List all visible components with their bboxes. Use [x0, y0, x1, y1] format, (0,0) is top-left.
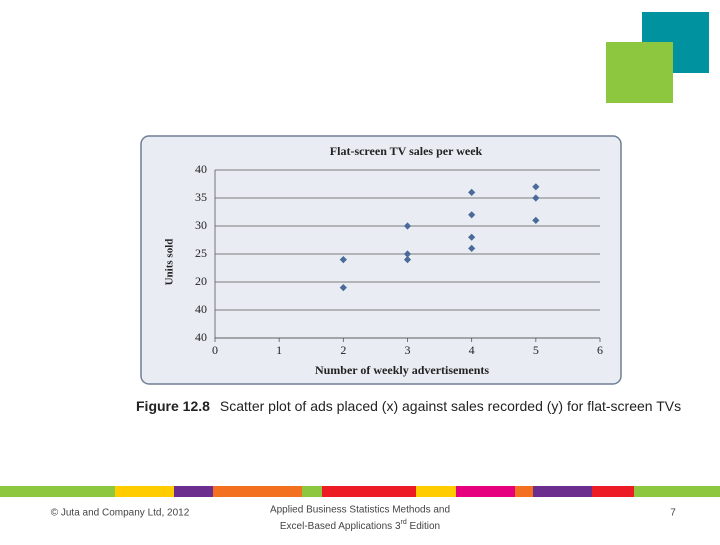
point — [532, 216, 540, 224]
point — [468, 211, 476, 219]
point — [468, 244, 476, 252]
bar-segment — [533, 486, 592, 497]
bar-segment — [592, 486, 634, 497]
bar-segment — [456, 486, 515, 497]
x-tick-label: 2 — [340, 343, 346, 357]
point — [468, 188, 476, 196]
y-tick-label: 25 — [195, 246, 207, 260]
point — [468, 233, 476, 241]
footer-center: Excel-Based Applications 3rd Edition — [280, 519, 440, 532]
point — [339, 256, 347, 264]
point — [403, 222, 412, 230]
footer-text: Excel-Based Applications 3 — [280, 521, 401, 532]
bar-segment — [174, 486, 213, 497]
point — [532, 183, 540, 191]
page-number: 7 — [670, 508, 676, 519]
deco-square — [606, 42, 673, 103]
footer-left: © Juta and Company Ltd, 2012 — [51, 508, 190, 519]
footer-text: Edition — [407, 521, 440, 532]
bar-segment — [302, 486, 322, 497]
x-tick-label: 3 — [405, 343, 411, 357]
y-tick-label: 20 — [195, 274, 207, 288]
y-tick-label: 30 — [195, 218, 207, 232]
x-tick-label: 1 — [276, 343, 282, 357]
point — [532, 194, 540, 202]
point — [403, 256, 412, 264]
footer-superscript: rd — [401, 519, 407, 526]
bar-segment — [416, 486, 456, 497]
caption-text: Scatter plot of ads placed (x) against s… — [220, 398, 681, 414]
y-axis-label: Units sold — [164, 239, 176, 286]
color-bar — [0, 486, 720, 497]
y-tick-label: 40 — [195, 302, 207, 316]
bar-segment — [115, 486, 174, 497]
y-tick-label: 35 — [195, 190, 207, 204]
caption-label: Figure 12.8 — [136, 398, 210, 414]
x-axis-label: Number of weekly advertisements — [315, 363, 489, 377]
point — [403, 250, 412, 258]
footer-center: Applied Business Statistics Methods and — [270, 505, 450, 516]
bar-segment — [515, 486, 533, 497]
bar-segment — [322, 486, 416, 497]
x-tick-label: 4 — [469, 343, 475, 357]
plot: 40 40 20 25 30 35 40 0 1 2 3 4 5 6 — [195, 162, 603, 357]
bar-segment — [634, 486, 720, 497]
figure-caption: Figure 12.8 Scatter plot of ads placed (x… — [136, 398, 681, 414]
point — [339, 284, 347, 292]
chart-title: Flat-screen TV sales per week — [330, 144, 483, 158]
x-tick-label: 6 — [597, 343, 603, 357]
bar-segment — [0, 486, 115, 497]
bar-segment — [213, 486, 302, 497]
x-tick-label: 0 — [212, 343, 218, 357]
y-tick-label: 40 — [195, 330, 207, 344]
y-tick-label: 40 — [195, 162, 207, 176]
x-tick-label: 5 — [533, 343, 539, 357]
